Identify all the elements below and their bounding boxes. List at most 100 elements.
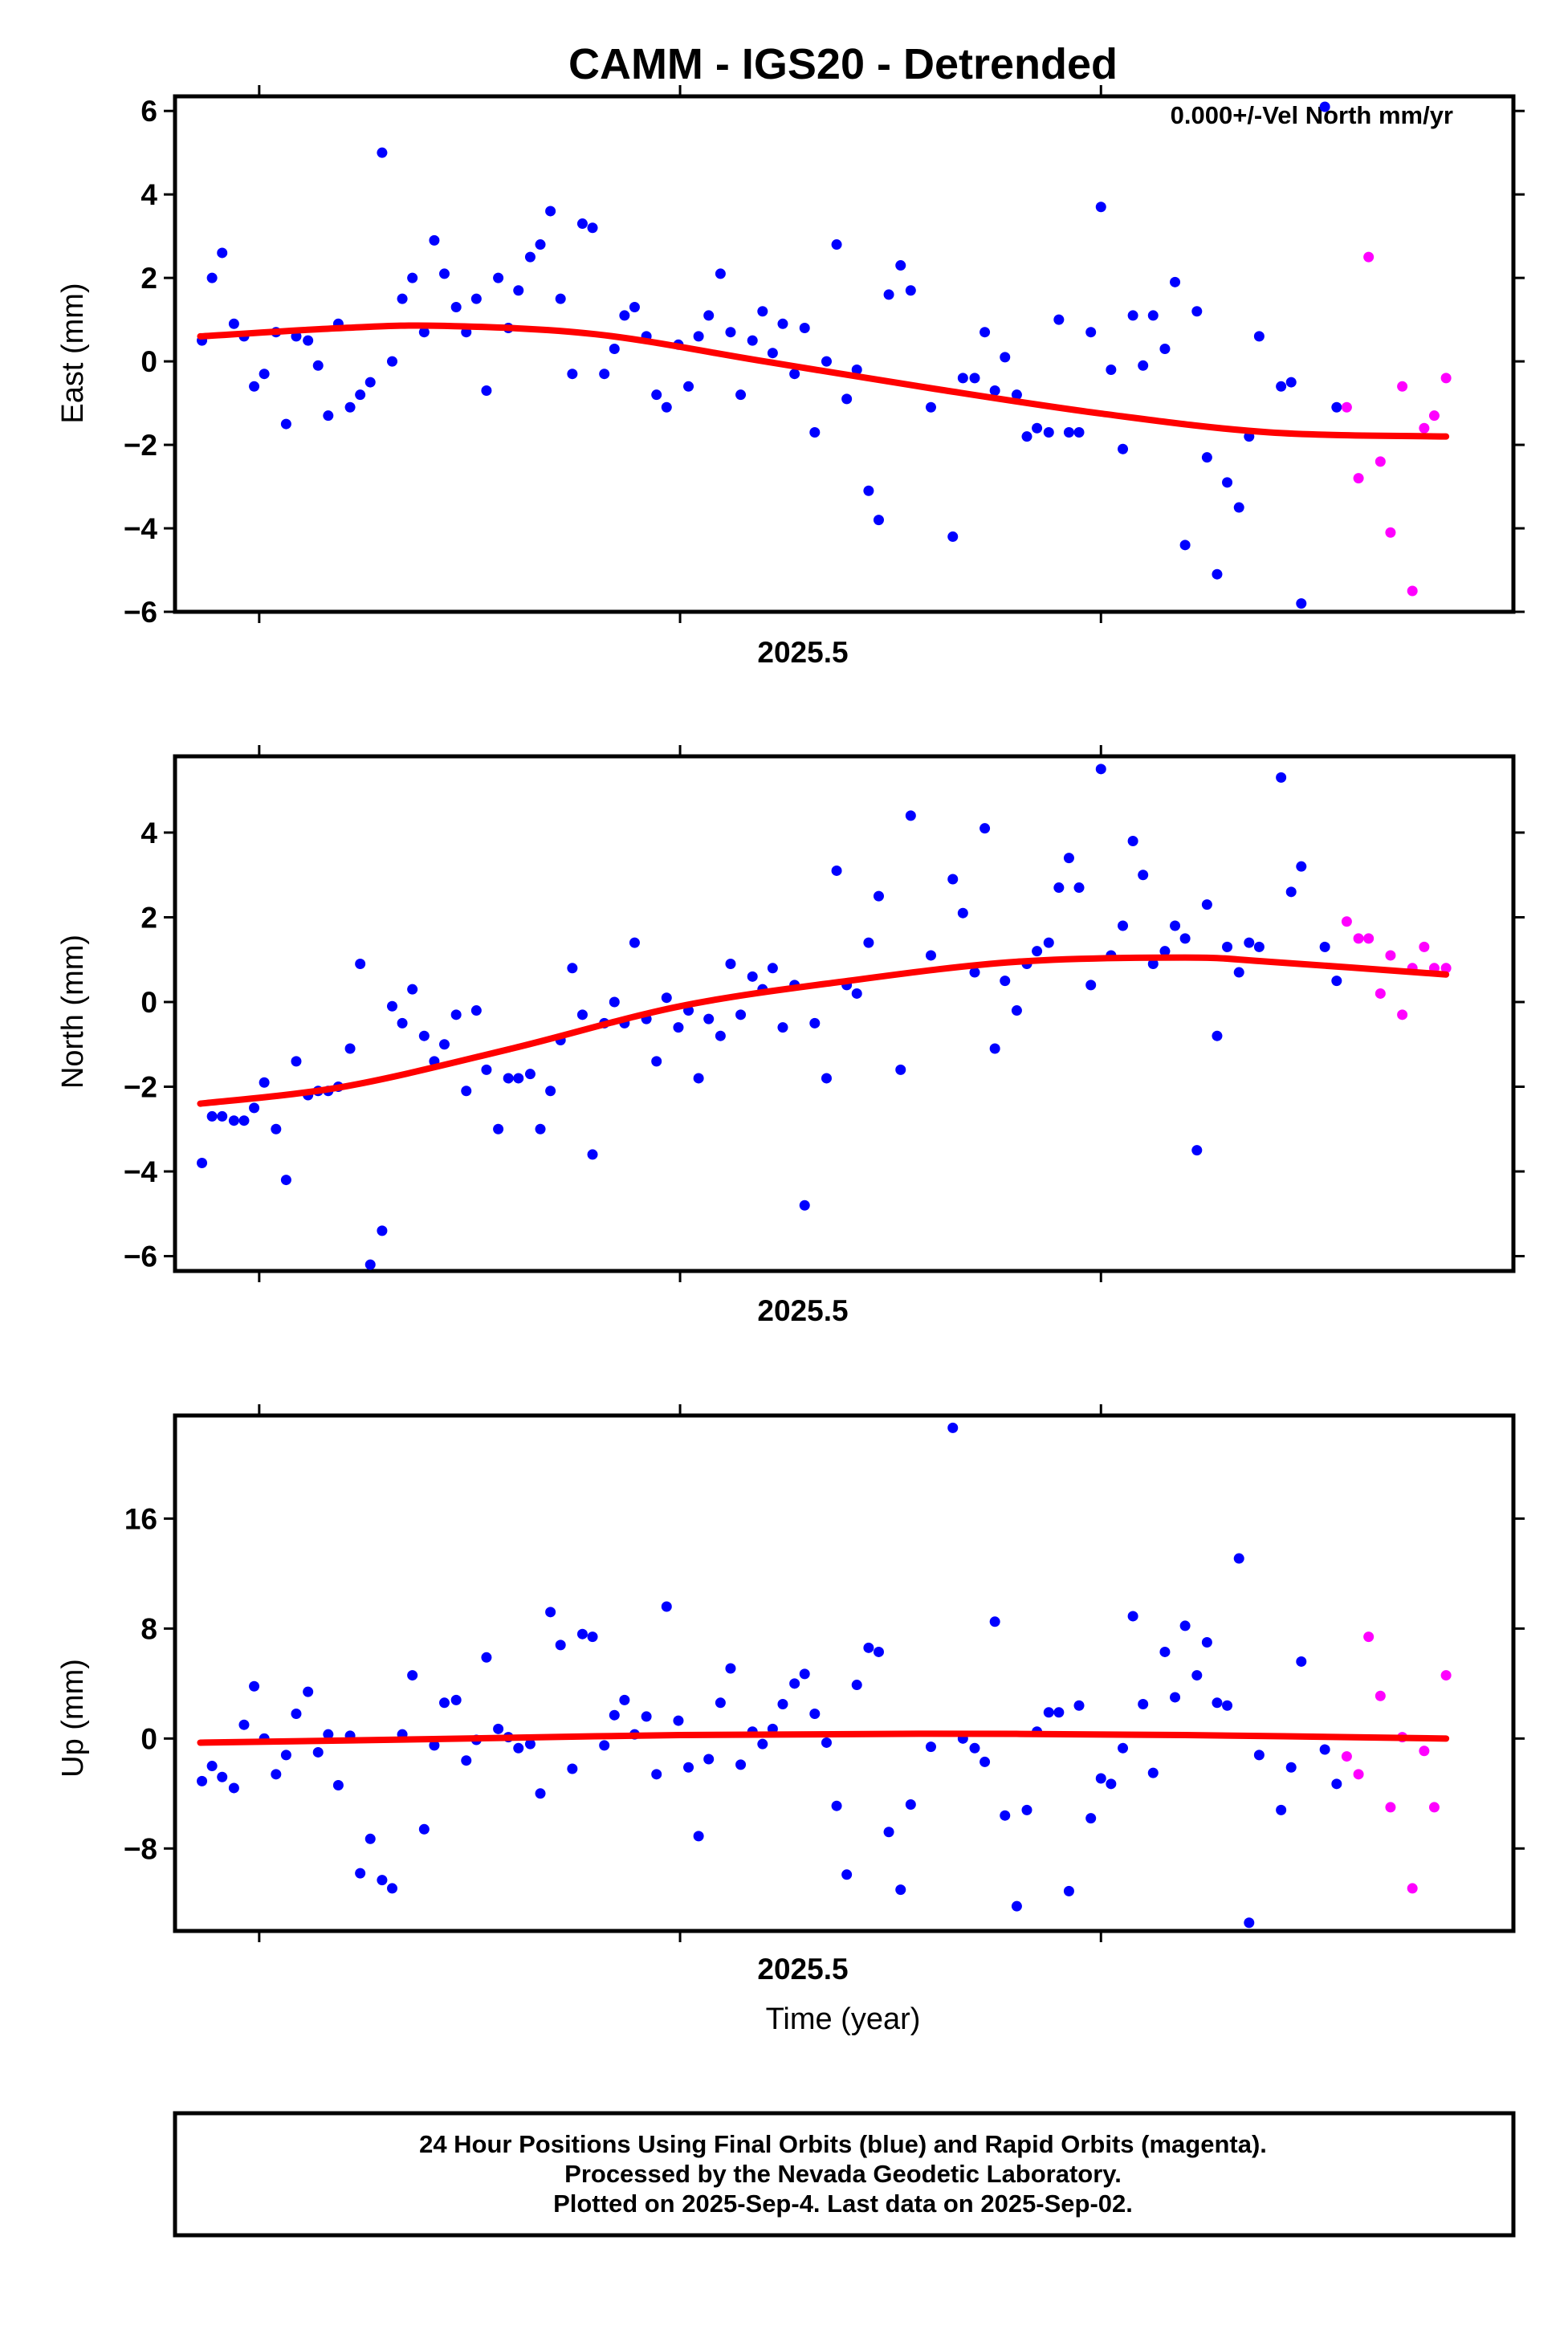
east-final-point — [693, 331, 704, 342]
up-y-tick-label: 0 — [141, 1722, 157, 1755]
north-final-point — [905, 810, 916, 821]
east-rapid-point — [1341, 401, 1352, 413]
up-final-point — [291, 1709, 302, 1720]
north-final-point — [1085, 980, 1097, 991]
up-final-point — [567, 1763, 578, 1774]
north-final-point — [925, 950, 936, 961]
north-rapid-point — [1375, 988, 1386, 999]
east-final-point — [905, 285, 916, 296]
north-final-point — [703, 1013, 715, 1024]
east-final-point — [821, 356, 832, 367]
east-final-point — [418, 327, 430, 338]
up-final-point — [312, 1746, 324, 1758]
east-final-point — [1095, 202, 1106, 213]
north-y-tick-label: 0 — [141, 986, 157, 1019]
east-final-point — [883, 289, 894, 300]
east-final-point — [1043, 426, 1054, 438]
east-final-point — [747, 335, 758, 346]
north-final-point — [513, 1073, 524, 1084]
velocity-annotation: 0.000+/-Vel North mm/yr — [1171, 101, 1453, 129]
east-final-point — [524, 251, 536, 263]
east-final-point — [757, 306, 768, 317]
east-final-point — [957, 373, 968, 384]
east-final-point — [344, 401, 356, 413]
panel-up: 2025.5 Time (year) Up (mm) −8 0 8 16 — [56, 1404, 1525, 2036]
east-final-point — [555, 293, 566, 304]
north-final-point — [969, 967, 980, 978]
up-final-point — [1147, 1767, 1159, 1778]
east-rapid-point — [1375, 456, 1386, 467]
north-final-point — [1073, 882, 1085, 894]
north-final-point — [609, 996, 620, 1008]
east-final-point — [217, 247, 228, 259]
up-final-point — [407, 1670, 418, 1681]
up-final-point — [969, 1742, 980, 1754]
up-final-point — [493, 1723, 504, 1734]
east-final-point — [1118, 443, 1129, 454]
up-final-point — [673, 1715, 684, 1726]
up-final-point — [777, 1699, 788, 1710]
east-rapid-point — [1353, 473, 1364, 484]
east-y-tick-label: 2 — [141, 262, 157, 295]
east-final-point — [1085, 327, 1097, 338]
east-final-point — [651, 389, 662, 401]
up-final-point — [863, 1642, 874, 1653]
east-final-point — [873, 515, 884, 526]
east-final-point — [1053, 314, 1065, 325]
east-final-point — [470, 293, 482, 304]
north-final-point — [821, 1073, 832, 1084]
up-final-point — [715, 1697, 726, 1709]
up-final-point — [1276, 1804, 1287, 1815]
east-final-point — [1212, 568, 1223, 580]
up-final-point — [757, 1738, 768, 1750]
north-final-point — [1296, 861, 1307, 872]
east-final-point — [493, 272, 504, 283]
north-x-tick-label: 2025.5 — [757, 1294, 848, 1327]
up-final-point — [1212, 1697, 1223, 1709]
east-y-axis-label: East (mm) — [56, 283, 90, 423]
north-final-point — [535, 1123, 546, 1134]
east-final-point — [280, 418, 291, 430]
up-final-point — [1191, 1670, 1203, 1681]
north-final-point — [386, 1000, 397, 1012]
up-final-point — [1285, 1762, 1297, 1773]
north-final-point — [545, 1086, 556, 1097]
north-rapid-point — [1353, 933, 1364, 944]
north-final-point — [438, 1039, 450, 1050]
east-y-tick-label: −6 — [124, 596, 157, 629]
x-axis-label: Time (year) — [766, 2002, 921, 2036]
up-final-point — [841, 1869, 853, 1880]
north-final-point — [470, 1005, 482, 1016]
up-final-point — [1233, 1553, 1244, 1564]
up-final-point — [1179, 1620, 1191, 1631]
north-final-point — [228, 1115, 239, 1126]
north-rapid-point — [1419, 941, 1430, 952]
up-y-tick-labels: −8 0 8 16 — [124, 1502, 157, 1865]
north-final-point — [397, 1017, 408, 1029]
north-final-point — [217, 1110, 228, 1122]
north-final-point — [767, 963, 778, 974]
north-final-point — [661, 992, 672, 1004]
up-final-point — [979, 1756, 991, 1767]
north-final-point — [777, 1022, 788, 1033]
east-final-point — [831, 239, 842, 251]
east-final-point — [1138, 360, 1149, 371]
east-final-point — [1063, 426, 1074, 438]
north-final-point — [989, 1043, 1000, 1054]
east-final-point — [1106, 364, 1117, 375]
up-rapid-point — [1363, 1631, 1375, 1643]
north-final-point — [587, 1149, 598, 1160]
up-final-point — [641, 1711, 652, 1722]
north-final-point — [238, 1115, 250, 1126]
north-final-point — [1319, 941, 1330, 952]
east-rapid-point — [1407, 585, 1418, 597]
up-final-point — [197, 1775, 208, 1786]
north-final-point — [863, 937, 874, 948]
north-rapid-point — [1363, 933, 1375, 944]
north-plot-frame — [173, 754, 1516, 1273]
north-final-point — [799, 1200, 810, 1211]
east-final-point — [1285, 377, 1297, 388]
up-final-point — [1043, 1707, 1054, 1718]
up-final-point — [332, 1780, 344, 1791]
east-final-point — [513, 285, 524, 296]
